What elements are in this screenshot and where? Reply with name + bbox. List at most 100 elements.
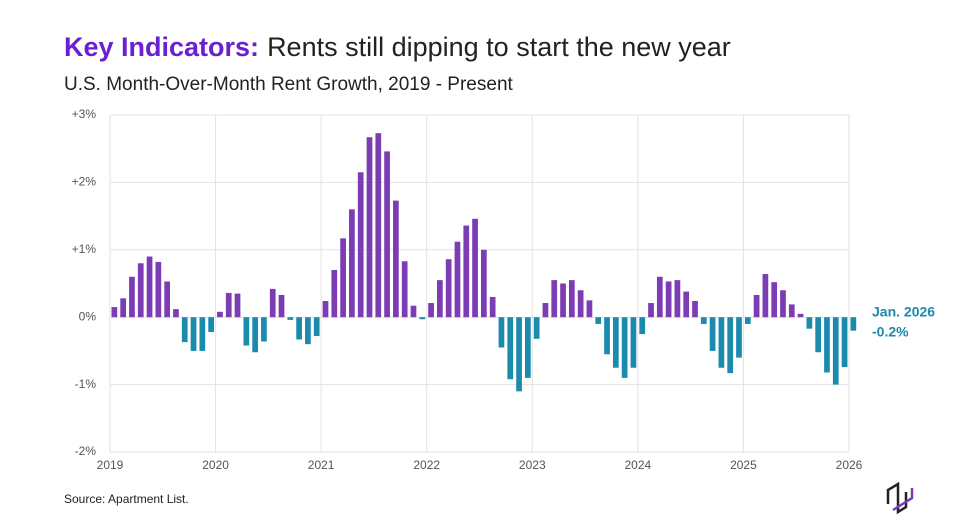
bar — [507, 317, 514, 380]
bar — [481, 249, 487, 318]
bar — [357, 172, 364, 318]
bar — [340, 238, 346, 318]
bar — [498, 317, 505, 348]
bar — [305, 317, 311, 345]
bar — [718, 317, 725, 368]
bar — [788, 304, 795, 318]
bar — [753, 294, 760, 318]
bar — [736, 317, 742, 358]
bar — [146, 256, 153, 318]
bar — [331, 270, 338, 318]
subtitle: U.S. Month-Over-Month Rent Growth, 2019 … — [64, 74, 514, 95]
x-tick-label: 2021 — [308, 458, 335, 472]
bar — [656, 276, 663, 318]
bar — [199, 317, 206, 351]
bar — [832, 317, 839, 385]
x-tick-label: 2019 — [97, 458, 124, 472]
bar — [393, 200, 399, 318]
bar — [604, 317, 610, 355]
bar — [181, 317, 188, 343]
bar — [349, 209, 355, 318]
bar — [639, 317, 646, 335]
bar — [428, 303, 434, 318]
bar — [516, 317, 522, 392]
x-tick-label: 2023 — [519, 458, 546, 472]
x-tick-label: 2026 — [836, 458, 863, 472]
bar — [111, 307, 118, 318]
bar — [463, 225, 470, 318]
bar — [850, 317, 857, 331]
bar — [472, 218, 478, 318]
source: Source: Apartment List. — [64, 492, 189, 506]
bar — [524, 317, 531, 378]
bar — [797, 313, 804, 318]
x-tick-label: 2024 — [625, 458, 652, 472]
title-text: Rents still dipping to start the new yea… — [267, 32, 731, 62]
bar — [700, 317, 707, 324]
title-prefix: Key Indicators: — [64, 32, 259, 62]
bar — [665, 281, 672, 318]
bar — [727, 317, 734, 374]
bar — [296, 317, 302, 340]
bar — [762, 274, 769, 318]
bar — [489, 296, 496, 318]
y-tick-label: +1% — [72, 242, 97, 256]
bar — [542, 303, 549, 318]
bar — [120, 298, 127, 318]
y-tick-label: +3% — [72, 107, 97, 121]
bar — [683, 291, 690, 318]
bar — [137, 263, 144, 318]
bar — [806, 317, 813, 329]
bar — [445, 259, 452, 318]
bar — [621, 317, 628, 378]
bar — [366, 137, 373, 318]
bar — [129, 276, 135, 318]
bar — [841, 317, 848, 368]
y-tick-label: 0% — [79, 309, 97, 323]
bar — [630, 317, 637, 368]
bar — [164, 281, 171, 318]
bar — [155, 261, 162, 318]
x-tick-label: 2025 — [730, 458, 757, 472]
bar — [190, 317, 197, 351]
y-tick-label: -2% — [75, 444, 97, 458]
bar — [173, 309, 179, 318]
bar — [419, 317, 426, 320]
annotation: -0.2% — [872, 324, 909, 340]
bar — [692, 301, 698, 318]
bar — [243, 317, 250, 346]
bar — [437, 280, 443, 318]
bar — [375, 133, 382, 318]
y-tick-label: +2% — [72, 175, 97, 189]
bar — [551, 280, 558, 318]
bar — [252, 317, 258, 353]
bar — [612, 317, 619, 368]
bar — [648, 303, 654, 318]
bar — [322, 301, 329, 318]
bar — [533, 317, 540, 339]
bar — [771, 282, 778, 318]
logo — [886, 481, 914, 515]
bar — [269, 288, 276, 318]
y-tick-label: -1% — [75, 377, 97, 391]
bar — [234, 293, 241, 318]
bar — [225, 292, 232, 318]
bar — [217, 311, 223, 318]
bar — [586, 300, 593, 318]
bar — [815, 317, 822, 353]
x-tick-label: 2022 — [413, 458, 440, 472]
bar — [410, 305, 417, 318]
bar — [454, 241, 461, 318]
bar — [568, 280, 575, 318]
bar — [744, 317, 751, 324]
bar — [674, 280, 681, 318]
bar — [278, 294, 285, 318]
x-tick-label: 2020 — [202, 458, 229, 472]
bar — [560, 283, 566, 318]
bar — [577, 290, 584, 318]
bar — [780, 290, 786, 318]
bar — [313, 317, 320, 337]
bar — [261, 317, 267, 342]
bar — [401, 261, 408, 318]
